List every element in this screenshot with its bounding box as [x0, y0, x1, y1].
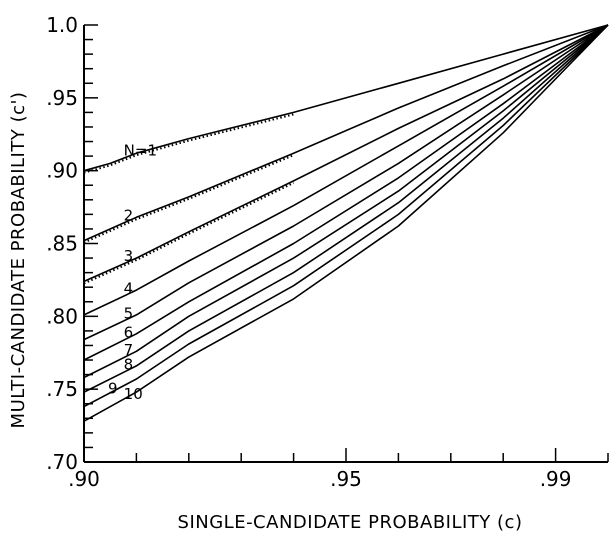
series-label: N=1	[124, 141, 157, 159]
series-line	[83, 24, 609, 316]
series-label: 5	[124, 304, 134, 322]
y-tick-label: .80	[46, 304, 78, 328]
series-line	[83, 24, 609, 379]
series-label: 8	[124, 356, 134, 374]
series-line	[83, 24, 609, 341]
chart-curves	[83, 24, 609, 422]
series-line	[83, 24, 609, 172]
series-line	[83, 24, 609, 283]
series-line	[83, 24, 609, 422]
series-label: 6	[124, 324, 134, 342]
series-line	[83, 24, 609, 361]
y-tick-label: .90	[46, 159, 78, 183]
series-label: 4	[124, 280, 134, 298]
series-line	[83, 24, 609, 393]
series-dotted-overlay	[83, 182, 295, 285]
x-tick-label: .99	[540, 467, 572, 491]
y-tick-label: 1.0	[46, 13, 78, 37]
series-label: 10	[124, 385, 143, 403]
series-label: 7	[124, 341, 134, 359]
x-tick-label: .90	[68, 467, 100, 491]
x-axis-title: SINGLE-CANDIDATE PROBABILITY (c)	[178, 512, 523, 533]
series-dotted-overlay	[83, 113, 294, 174]
y-tick-label: .85	[46, 232, 78, 256]
x-tick-label: .95	[330, 467, 362, 491]
series-dotted-overlay	[83, 154, 294, 244]
y-tick-label: .95	[46, 86, 78, 110]
y-tick-label: .75	[46, 377, 78, 401]
series-line	[83, 24, 609, 242]
series-label: 3	[124, 247, 134, 265]
y-axis-title: MULTI-CANDIDATE PROBABILITY (c')	[8, 92, 29, 429]
y-tick-label: .70	[46, 450, 78, 474]
series-label: 9	[108, 380, 118, 398]
series-line	[83, 24, 609, 408]
series-label: 2	[124, 206, 134, 224]
chart-axes: .70 .75 .80 .85 .90 .95 1.0 .90 .95 .99	[46, 13, 609, 491]
